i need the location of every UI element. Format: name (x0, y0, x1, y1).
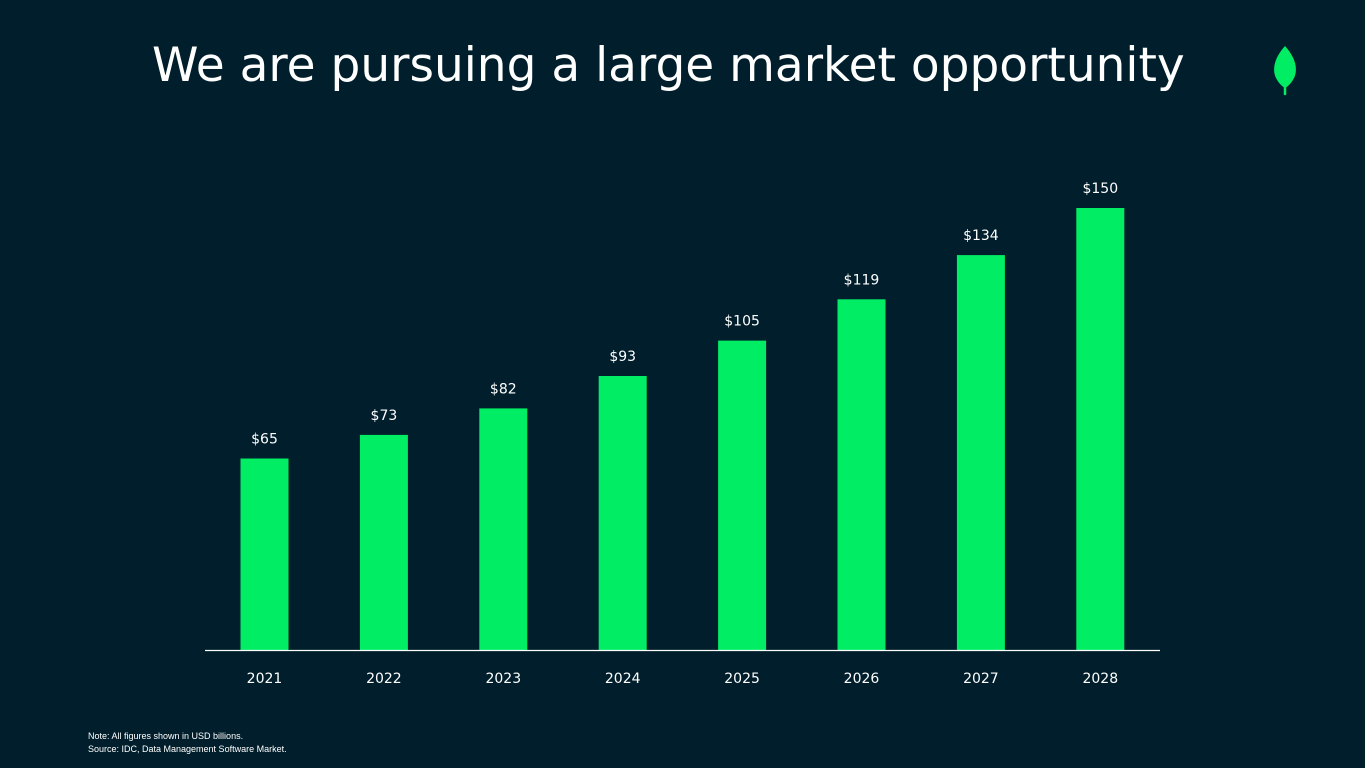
bar-2022 (359, 434, 408, 650)
bar-2023 (479, 408, 528, 650)
x-tick-label-2026: 2026 (844, 671, 880, 687)
leaf-icon (1274, 46, 1296, 96)
x-tick-label-2025: 2025 (724, 671, 760, 687)
footnote: Note: All figures shown in USD billions.… (88, 730, 287, 756)
x-tick-label-2021: 2021 (247, 671, 283, 687)
footnote-note: Note: All figures shown in USD billions. (88, 731, 244, 741)
value-label-2022: $73 (371, 408, 398, 424)
leaf-icon-shape (1274, 46, 1296, 88)
value-label-2023: $82 (490, 381, 517, 397)
value-labels-group: $65 $73 $82 $93 $105 $119 $134 $150 (251, 181, 1118, 448)
bars-group (240, 208, 1125, 650)
value-label-2025: $105 (724, 314, 760, 330)
value-label-2021: $65 (251, 432, 278, 448)
x-tick-label-2027: 2027 (963, 671, 999, 687)
bar-2021 (240, 458, 289, 650)
x-tick-label-2023: 2023 (485, 671, 521, 687)
value-label-2026: $119 (844, 272, 880, 288)
value-label-2027: $134 (963, 228, 999, 244)
bar-2026 (837, 299, 886, 650)
page-title: We are pursuing a large market opportuni… (152, 38, 1185, 93)
bar-2027 (956, 255, 1005, 650)
x-tick-label-2022: 2022 (366, 671, 402, 687)
bar-2024 (598, 376, 647, 650)
x-tick-label-2028: 2028 (1082, 671, 1118, 687)
footnote-source: Source: IDC, Data Management Software Ma… (88, 744, 287, 754)
x-tick-label-2024: 2024 (605, 671, 641, 687)
value-label-2028: $150 (1082, 181, 1118, 197)
value-label-2024: $93 (609, 349, 636, 365)
bar-2028 (1076, 208, 1125, 650)
tick-labels-group: 2021 2022 2023 2024 2025 2026 2027 2028 (247, 671, 1118, 687)
bar-2025 (718, 340, 767, 650)
